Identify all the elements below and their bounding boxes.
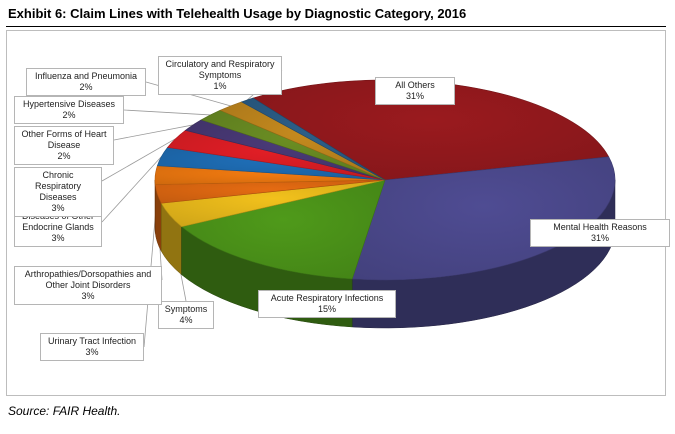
slice-label-2: Acute Respiratory Infections 15%: [258, 290, 396, 318]
slice-label-value: 2%: [57, 151, 71, 161]
slice-label-value: 3%: [51, 203, 65, 213]
slice-label-name: Circulatory and Respiratory Symptoms: [165, 59, 275, 80]
slice-label-9: Hypertensive Diseases 2%: [14, 96, 124, 124]
slice-label-0: All Others 31%: [375, 77, 455, 105]
slice-label-name: Chronic Respiratory Diseases: [34, 170, 81, 202]
leader-line-9: [123, 109, 211, 116]
slice-label-value: 1%: [213, 81, 227, 91]
slice-label-name: All Others: [395, 80, 435, 90]
slice-label-4: Urinary Tract Infection 3%: [40, 333, 144, 361]
slice-label-7: Chronic Respiratory Diseases 3%: [14, 167, 102, 217]
leader-line-8: [113, 124, 194, 141]
slice-label-name: Urinary Tract Infection: [47, 336, 137, 346]
chart-title: Exhibit 6: Claim Lines with Telehealth U…: [8, 6, 467, 21]
slice-label-value: 3%: [85, 347, 99, 357]
slice-label-3: Symptoms 4%: [158, 301, 214, 329]
slice-label-value: 15%: [317, 304, 336, 314]
slice-label-11: Circulatory and Respiratory Symptoms 1%: [158, 56, 282, 95]
slice-label-10: Influenza and Pneumonia 2%: [26, 68, 146, 96]
slice-label-value: 2%: [79, 82, 93, 92]
slice-label-5: Arthropathies/Dorsopathies and Other Joi…: [14, 266, 162, 305]
plot-area-frame: [6, 30, 666, 396]
slice-label-name: Arthropathies/Dorsopathies and Other Joi…: [24, 269, 152, 290]
slice-label-value: 4%: [179, 315, 193, 325]
slice-label-name: Hypertensive Diseases: [22, 99, 116, 109]
slice-label-name: Symptoms: [164, 304, 208, 314]
slice-label-name: Acute Respiratory Infections: [270, 293, 384, 303]
slice-label-name: Other Forms of Heart Disease: [21, 129, 107, 150]
slice-2: [180, 179, 386, 280]
slice-label-8: Other Forms of Heart Disease 2%: [14, 126, 114, 165]
leader-line-6: [101, 156, 162, 223]
title-divider: [6, 26, 666, 27]
source-note: Source: FAIR Health.: [8, 404, 121, 418]
pie-top: [154, 79, 616, 281]
slice-label-value: 3%: [81, 291, 95, 301]
leader-line-7: [101, 138, 176, 182]
slice-11: [240, 97, 386, 181]
slice-label-value: 31%: [590, 233, 609, 243]
slice-label-value: 2%: [62, 110, 76, 120]
slice-label-name: Influenza and Pneumonia: [34, 71, 138, 81]
slice-label-value: 3%: [51, 233, 65, 243]
slice-label-name: Mental Health Reasons: [553, 222, 647, 232]
slice-0: [252, 79, 610, 181]
slice-label-1: Mental Health Reasons 31%: [530, 219, 670, 247]
slice-1: [351, 156, 616, 281]
slice-label-value: 31%: [405, 91, 424, 101]
